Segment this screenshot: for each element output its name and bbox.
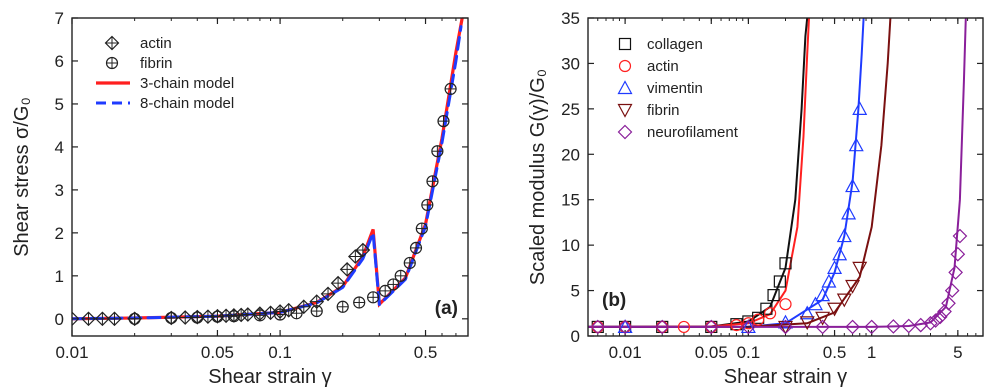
point-fibrin bbox=[438, 116, 449, 127]
y-tick-label: 25 bbox=[561, 100, 580, 119]
plot-area bbox=[588, 18, 966, 333]
x-tick-label: 0.01 bbox=[609, 343, 642, 362]
legend-marker-fibrin bbox=[619, 105, 632, 117]
point-fibrin bbox=[422, 199, 433, 210]
point-neurofilament bbox=[951, 248, 964, 261]
legend-label: fibrin bbox=[140, 55, 173, 72]
legend-label: neurofilament bbox=[647, 124, 739, 141]
y-tick-label: 4 bbox=[55, 138, 64, 157]
x-tick-label: 1 bbox=[867, 343, 876, 362]
x-tick-label: 0.1 bbox=[737, 343, 761, 362]
point-actin bbox=[108, 312, 121, 325]
legend-label: collagen bbox=[647, 36, 703, 53]
point-fibrin bbox=[254, 310, 265, 321]
x-tick-label: 0.1 bbox=[268, 343, 292, 362]
point-actin bbox=[82, 312, 95, 325]
y-axis-label: Scaled modulus G(γ)/G₀ bbox=[527, 69, 549, 285]
fit-curve-actin bbox=[588, 18, 809, 327]
point-fibrin bbox=[337, 301, 348, 312]
legend-label: fibrin bbox=[647, 102, 680, 119]
point-fibrin bbox=[445, 83, 456, 94]
y-tick-label: 20 bbox=[561, 145, 580, 164]
y-tick-label: 3 bbox=[55, 181, 64, 200]
point-fibrin bbox=[212, 311, 223, 322]
y-tick-label: 0 bbox=[571, 327, 580, 346]
panel-label: (b) bbox=[602, 290, 626, 311]
legend-marker-vimentin bbox=[619, 82, 632, 94]
point-fibrin bbox=[311, 306, 322, 317]
point-fibrin bbox=[192, 312, 203, 323]
point-fibrin bbox=[275, 309, 286, 320]
legend-label: 3-chain model bbox=[140, 75, 234, 92]
point-actin bbox=[96, 312, 109, 325]
point-neurofilament bbox=[953, 230, 966, 243]
legend-marker-actin bbox=[620, 61, 631, 72]
y-tick-label: 0 bbox=[55, 310, 64, 329]
panel-a: 0.01 0.05 0.1 0.5 0 1 2 3 4 5 6 7 Shear strain γ Shea… bbox=[11, 9, 468, 388]
point-fibrin bbox=[166, 312, 177, 323]
y-tick-label: 7 bbox=[55, 9, 64, 28]
point-actin bbox=[780, 299, 791, 310]
x-tick-label: 0.05 bbox=[201, 343, 234, 362]
point-fibrin bbox=[432, 146, 443, 157]
legend-label: actin bbox=[140, 35, 172, 52]
y-tick-label: 6 bbox=[55, 52, 64, 71]
series-line-3-chain-model bbox=[72, 18, 462, 319]
y-tick-label: 1 bbox=[55, 267, 64, 286]
fit-curve-fibrin bbox=[588, 18, 890, 327]
point-fibrin bbox=[427, 176, 438, 187]
y-tick-label: 15 bbox=[561, 191, 580, 210]
panel-label: (a) bbox=[435, 298, 458, 319]
fit-curve-vimentin bbox=[588, 18, 864, 327]
plot-frame bbox=[72, 18, 468, 336]
series-line-8-chain-model bbox=[72, 27, 461, 319]
point-fibrin bbox=[416, 223, 427, 234]
point-neurofilament bbox=[949, 266, 962, 279]
y-tick-label: 5 bbox=[55, 95, 64, 114]
y-tick-label: 30 bbox=[561, 54, 580, 73]
x-tick-label: 0.5 bbox=[414, 343, 438, 362]
point-fibrin bbox=[129, 313, 140, 324]
fit-curve-neurofilament bbox=[588, 18, 966, 327]
legend-label: 8-chain model bbox=[140, 95, 234, 112]
point-fibrin bbox=[354, 297, 365, 308]
x-axis-label: Shear strain γ bbox=[208, 366, 331, 388]
point-fibrin bbox=[404, 257, 415, 268]
y-tick-label: 10 bbox=[561, 236, 580, 255]
x-tick-label: 5 bbox=[953, 343, 962, 362]
legend-marker-fibrin bbox=[107, 58, 118, 69]
legend: actin fibrin 3-chain model 8-chain model bbox=[96, 35, 234, 112]
point-fibrin bbox=[411, 242, 422, 253]
legend-label: actin bbox=[647, 58, 679, 75]
point-fibrin bbox=[228, 311, 239, 322]
point-fibrin bbox=[395, 270, 406, 281]
point-actin bbox=[179, 311, 192, 324]
y-tick-label: 5 bbox=[571, 282, 580, 301]
x-tick-label: 0.05 bbox=[695, 343, 728, 362]
point-fibrin bbox=[291, 308, 302, 319]
plot-area bbox=[66, 18, 463, 325]
x-tick-label: 0.01 bbox=[55, 343, 88, 362]
point-fibrin bbox=[368, 292, 379, 303]
legend-marker-collagen bbox=[620, 39, 631, 50]
y-tick-label: 35 bbox=[561, 9, 580, 28]
point-actin bbox=[297, 300, 310, 313]
legend-marker-actin bbox=[106, 37, 119, 50]
y-tick-label: 2 bbox=[55, 224, 64, 243]
y-axis-label: Shear stress σ/G₀ bbox=[11, 97, 33, 257]
legend: collagen actin vimentin fibrin neurofilament bbox=[619, 36, 739, 141]
x-axis-label: Shear strain γ bbox=[724, 366, 847, 388]
legend-marker-neurofilament bbox=[619, 126, 632, 139]
x-tick-label: 0.5 bbox=[823, 343, 847, 362]
point-vimentin bbox=[853, 102, 866, 114]
legend-label: vimentin bbox=[647, 80, 703, 97]
